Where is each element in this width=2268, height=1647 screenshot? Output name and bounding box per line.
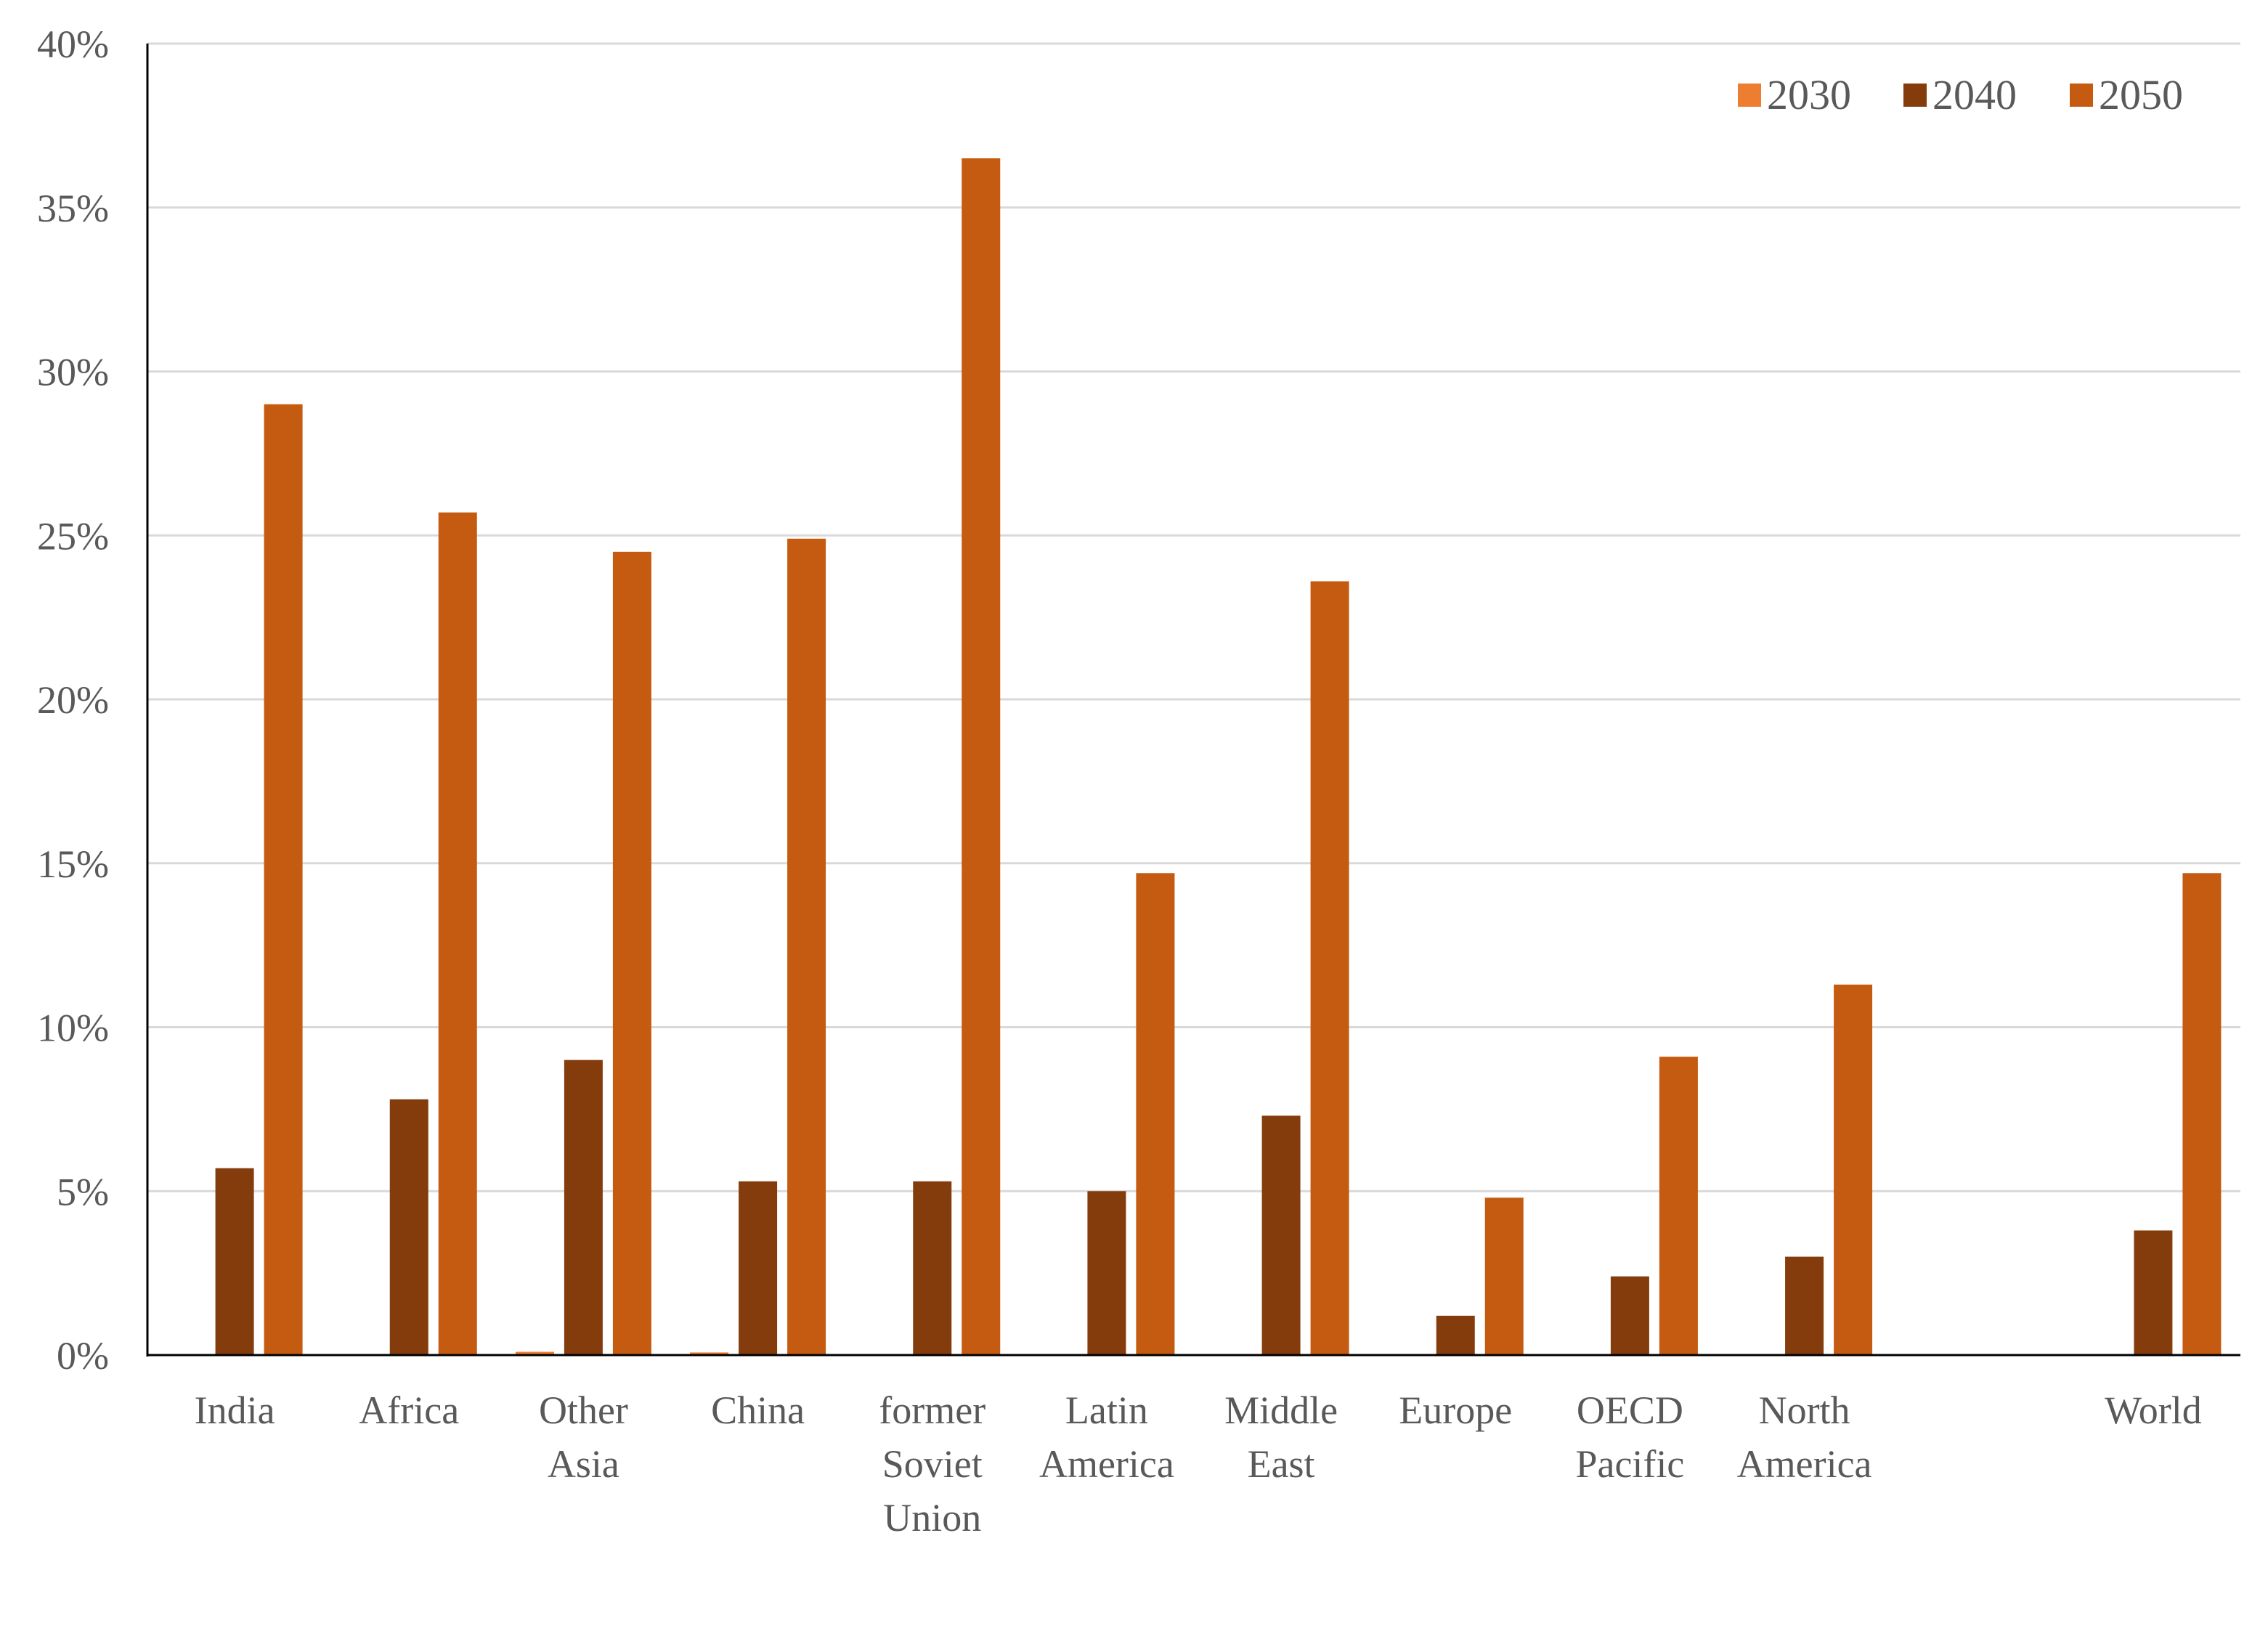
bar-2050-4	[962, 158, 1001, 1355]
bar-2050-11	[2182, 873, 2222, 1355]
x-tick-label: OECD	[1577, 1388, 1683, 1432]
legend-label: 2040	[1932, 71, 2017, 118]
x-tick-label: Latin	[1065, 1388, 1148, 1432]
bar-2050-0	[264, 404, 303, 1355]
bar-2040-3	[739, 1181, 778, 1355]
bar-2040-6	[1261, 1115, 1301, 1355]
bar-2050-7	[1484, 1197, 1524, 1355]
x-tick-label: India	[195, 1388, 275, 1432]
bar-2040-2	[564, 1060, 603, 1355]
x-tick-label: Europe	[1399, 1388, 1512, 1432]
bar-2040-7	[1436, 1315, 1475, 1355]
x-tick-label: Middle	[1224, 1388, 1338, 1432]
x-tick-label: Pacific	[1575, 1442, 1684, 1486]
x-tick-label: Other	[539, 1388, 628, 1432]
legend-swatch	[1903, 84, 1927, 107]
legend-item-2040[interactable]: 2040	[1903, 71, 2017, 118]
legend-swatch	[2070, 84, 2093, 107]
x-tick-label: former	[879, 1388, 985, 1432]
bar-2050-1	[438, 512, 477, 1355]
y-tick-label: 10%	[37, 1006, 109, 1050]
bar-2050-8	[1659, 1057, 1698, 1355]
bar-2050-5	[1136, 873, 1175, 1355]
y-tick-label: 40%	[37, 23, 109, 66]
legend-item-2050[interactable]: 2050	[2070, 71, 2183, 118]
legend[interactable]: 2030 2040 2050	[1738, 71, 2183, 118]
x-tick-label: East	[1248, 1442, 1315, 1486]
bar-2040-5	[1087, 1191, 1126, 1355]
bar-2040-1	[389, 1099, 428, 1355]
x-tick-label: Union	[883, 1496, 981, 1540]
x-tick-label: Africa	[359, 1388, 459, 1432]
x-tick-label: Asia	[548, 1442, 619, 1486]
x-tick-label: America	[1039, 1442, 1174, 1486]
bar-2030-2	[515, 1351, 554, 1355]
y-tick-label: 25%	[37, 514, 109, 558]
x-tick-label: North	[1759, 1388, 1850, 1432]
bar-2050-2	[612, 551, 651, 1356]
x-tick-label: America	[1737, 1442, 1872, 1486]
bar-2050-3	[787, 538, 826, 1355]
bar-2050-6	[1310, 581, 1349, 1356]
x-axis-labels: India Africa Other Asia China former Soviet Uni…	[195, 1388, 2202, 1540]
bar-2040-0	[215, 1168, 254, 1355]
gridlines	[147, 42, 2240, 1192]
bar-2040-11	[2134, 1230, 2173, 1355]
y-tick-label: 30%	[37, 351, 109, 394]
bar-2040-9	[1785, 1256, 1824, 1355]
x-tick-label: World	[2105, 1388, 2202, 1432]
y-tick-label: 0%	[57, 1334, 109, 1378]
x-tick-label: China	[711, 1388, 805, 1432]
legend-swatch	[1738, 84, 1761, 107]
bars	[166, 158, 2222, 1356]
x-tick-label: Soviet	[882, 1442, 983, 1486]
y-tick-label: 35%	[37, 187, 109, 230]
legend-label: 2050	[2099, 71, 2183, 118]
legend-item-2030[interactable]: 2030	[1738, 71, 1851, 118]
legend-label: 2030	[1767, 71, 1851, 118]
y-axis-ticks: 0% 5% 10% 15% 20% 25% 30% 35% 40%	[37, 23, 109, 1378]
bar-2040-8	[1610, 1276, 1649, 1355]
y-tick-label: 5%	[57, 1170, 109, 1213]
axes	[146, 44, 2240, 1357]
y-tick-label: 15%	[37, 842, 109, 886]
bar-2030-3	[690, 1352, 729, 1355]
y-tick-label: 20%	[37, 678, 109, 722]
bar-2050-9	[1834, 984, 1873, 1355]
bar-2040-4	[913, 1181, 952, 1355]
